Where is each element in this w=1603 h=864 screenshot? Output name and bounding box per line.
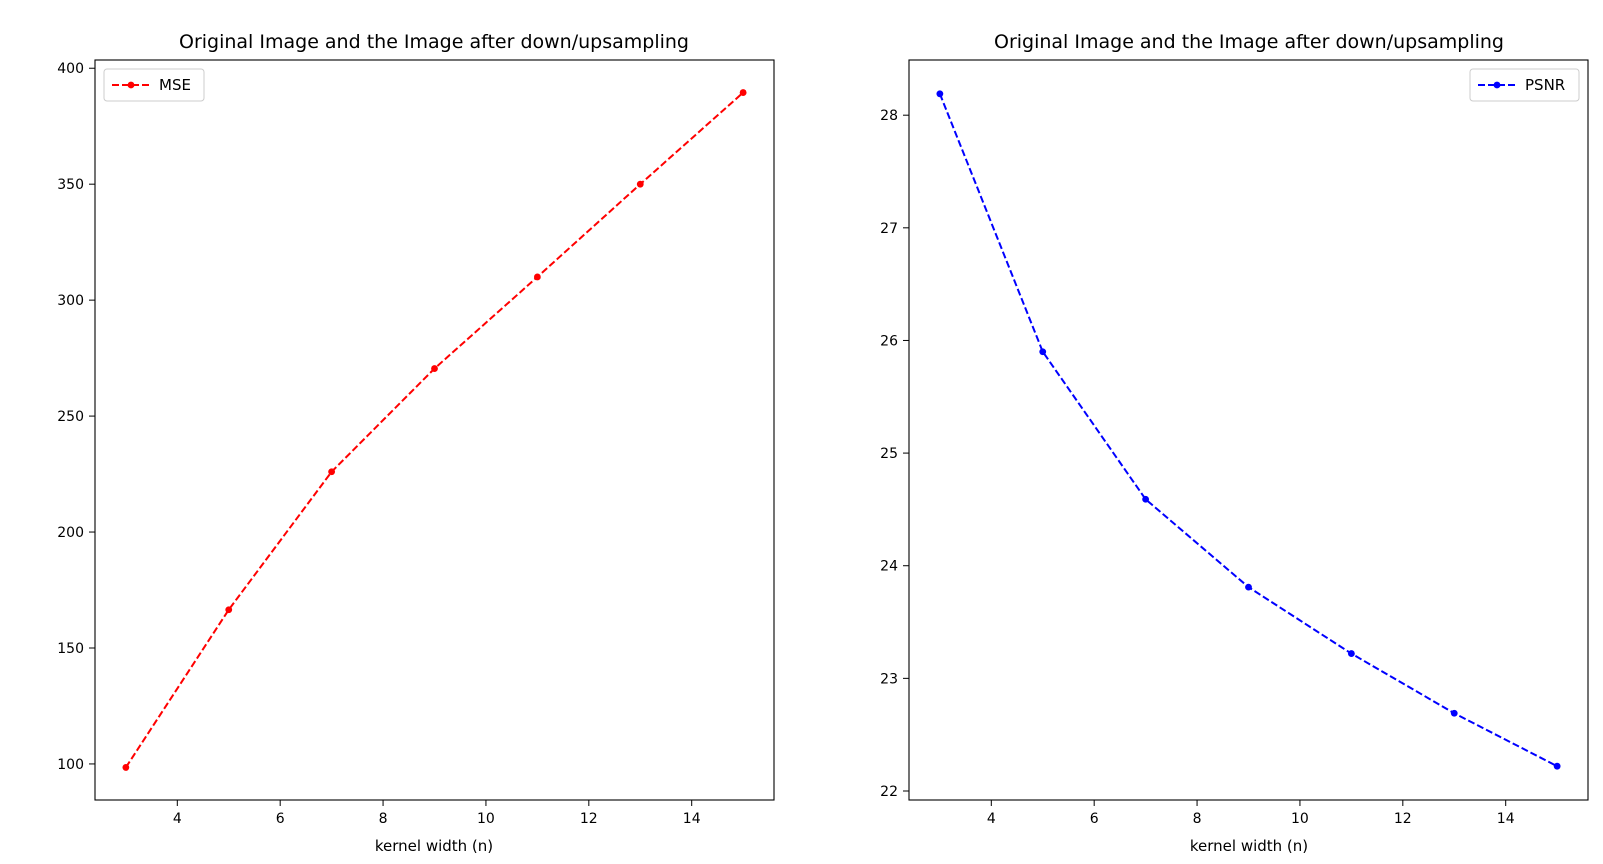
psnr-chart-data-point [1245, 583, 1252, 591]
psnr-chart-y-tick-label: 23 [880, 671, 898, 687]
mse-chart-plot-frame [94, 59, 775, 801]
psnr-chart-y-tick-label: 27 [880, 221, 898, 237]
mse-chart-data-point [739, 89, 747, 96]
mse-chart-data-point [225, 606, 233, 614]
psnr-chart-legend-box [1469, 68, 1580, 102]
mse-chart: Original Image and the Image after down/… [57, 31, 775, 855]
psnr-chart-legend-marker [1493, 81, 1501, 89]
mse-chart-legend-marker [127, 81, 135, 89]
mse-chart-y-tick-label: 150 [57, 641, 84, 657]
psnr-chart-title: Original Image and the Image after down/… [994, 31, 1504, 53]
psnr-chart-legend-label: PSNR [1525, 76, 1565, 94]
psnr-chart-data-point [1450, 709, 1458, 717]
mse-chart-legend-label: MSE [159, 76, 191, 94]
mse-chart-x-tick-label: 8 [379, 811, 388, 827]
mse-chart-y-tick-label: 400 [57, 61, 84, 77]
mse-chart-y-tick-label: 100 [57, 757, 84, 773]
mse-chart-x-tick-label: 12 [580, 811, 598, 827]
psnr-chart-x-tick-label: 4 [987, 811, 996, 827]
mse-chart-x-tick-label: 14 [683, 811, 701, 827]
psnr-chart-y-tick-label: 28 [880, 108, 898, 124]
psnr-chart: Original Image and the Image after down/… [880, 31, 1589, 855]
mse-chart-data-point [636, 180, 644, 188]
psnr-chart-plot-frame [908, 59, 1589, 801]
psnr-chart-x-tick-label: 6 [1090, 811, 1099, 827]
psnr-chart-data-point [1347, 650, 1355, 657]
mse-chart-x-axis-label: kernel width (n) [375, 837, 493, 855]
mse-chart-legend: MSE [103, 68, 205, 102]
mse-chart-data-point [122, 764, 130, 771]
mse-chart-x-tick-label: 10 [477, 811, 495, 827]
mse-chart-data-point [431, 365, 438, 372]
psnr-chart-y-tick-label: 26 [880, 333, 898, 349]
mse-chart-ticks: 4 6 8 10 12 14 100 150 200 250 300 350 400 [57, 61, 700, 827]
psnr-chart-data-point [1553, 762, 1561, 770]
psnr-chart-y-tick-label: 22 [880, 784, 898, 800]
psnr-chart-x-tick-label: 12 [1394, 811, 1412, 827]
mse-chart-legend-box [103, 68, 205, 102]
psnr-chart-data-point [936, 90, 944, 98]
psnr-chart-legend: PSNR [1469, 68, 1580, 102]
mse-chart-data-point [328, 468, 336, 476]
psnr-chart-y-tick-label: 24 [880, 559, 898, 575]
mse-chart-data-point [533, 273, 541, 281]
psnr-chart-ticks: 4 6 8 10 12 14 22 23 24 25 26 27 28 [880, 108, 1515, 827]
psnr-chart-data-point [1039, 348, 1047, 356]
psnr-chart-x-tick-label: 10 [1291, 811, 1309, 827]
mse-chart-y-tick-label: 250 [57, 409, 84, 425]
psnr-chart-data-point [1142, 495, 1150, 503]
mse-chart-x-tick-label: 4 [173, 811, 182, 827]
mse-chart-x-tick-label: 6 [276, 811, 285, 827]
psnr-chart-y-tick-label: 25 [880, 446, 898, 462]
psnr-chart-series [936, 90, 1561, 770]
psnr-chart-x-axis-label: kernel width (n) [1190, 837, 1308, 855]
mse-chart-series [122, 89, 747, 771]
mse-chart-title: Original Image and the Image after down/… [179, 31, 689, 53]
mse-chart-y-tick-label: 350 [57, 177, 84, 193]
psnr-chart-x-tick-label: 14 [1497, 811, 1515, 827]
mse-chart-y-tick-label: 200 [57, 525, 84, 541]
psnr-chart-x-tick-label: 8 [1193, 811, 1202, 827]
mse-chart-y-tick-label: 300 [57, 293, 84, 309]
